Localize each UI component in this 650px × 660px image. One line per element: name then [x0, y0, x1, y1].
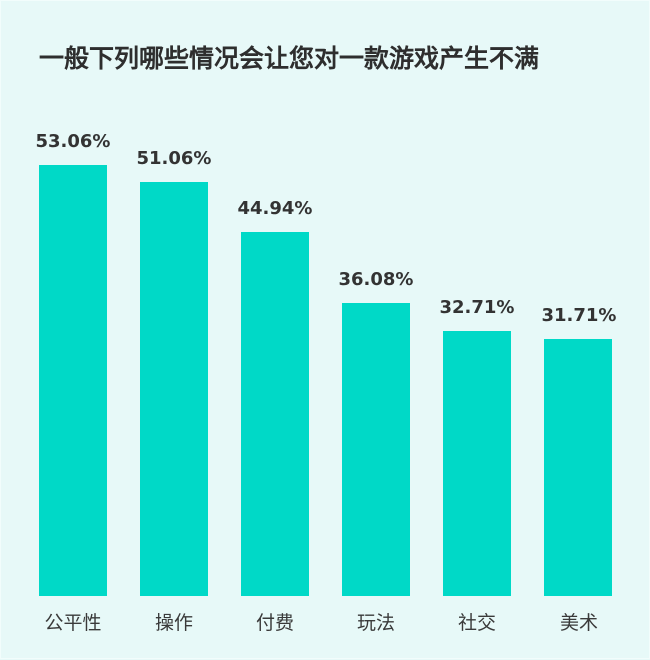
- value-label: 36.08%: [338, 269, 414, 290]
- value-label: 53.06%: [35, 131, 111, 152]
- value-label: 44.94%: [237, 198, 313, 219]
- chart-title: 一般下列哪些情况会让您对一款游戏产生不满: [39, 44, 540, 73]
- category-label: 社交: [457, 612, 496, 634]
- value-label: 31.71%: [541, 305, 617, 326]
- category-label: 操作: [154, 612, 193, 634]
- value-label: 32.71%: [439, 297, 515, 318]
- category-label: 玩法: [356, 612, 395, 634]
- bar: [544, 339, 612, 596]
- category-label: 美术: [559, 612, 598, 634]
- category-label: 付费: [255, 612, 294, 634]
- bar: [241, 232, 309, 596]
- value-label: 51.06%: [136, 148, 212, 169]
- category-label: 公平性: [44, 612, 102, 634]
- bar: [443, 331, 511, 596]
- bar: [342, 303, 410, 596]
- bar: [140, 182, 208, 596]
- bar: [39, 165, 107, 596]
